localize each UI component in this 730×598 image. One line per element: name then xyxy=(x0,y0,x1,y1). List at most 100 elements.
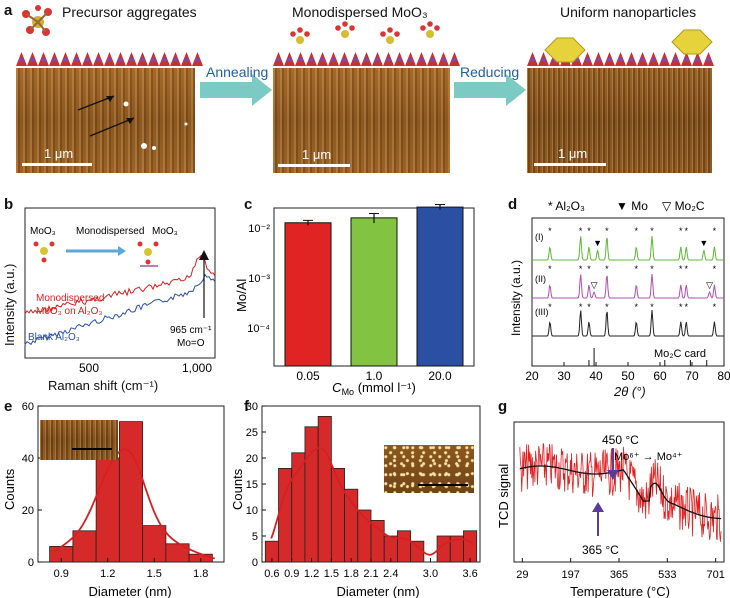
inset-arrow-icon xyxy=(66,246,126,256)
title-uniform: Uniform nanoparticles xyxy=(560,4,697,20)
c-bar-0.05 xyxy=(284,222,332,367)
d-series-label-3: (III) xyxy=(535,307,549,317)
d-peak-marker: * xyxy=(587,226,591,236)
e-ylabel: Counts xyxy=(2,468,17,510)
molecule-oxygen xyxy=(349,25,355,31)
g-annot-365: 365 °C xyxy=(582,543,619,557)
hist-bar-1.6 xyxy=(330,468,345,563)
g-xtick-533: 533 xyxy=(658,569,676,581)
d-ref-label: Mo₂C card xyxy=(654,348,706,360)
raman-annot-bond: Mo=O xyxy=(177,338,205,349)
d-peak-marker: * xyxy=(713,226,717,236)
d-peak-marker: * xyxy=(587,302,591,312)
panel-label-d: d xyxy=(508,196,518,213)
molecule-oxygen xyxy=(304,31,310,37)
lattice-atom xyxy=(585,57,590,63)
lattice-atom xyxy=(19,57,24,63)
d-peak-marker: * xyxy=(605,226,609,236)
lattice-atom xyxy=(673,57,678,63)
g-xtick-29: 29 xyxy=(516,569,528,581)
xtick-1.8: 1.8 xyxy=(344,568,359,580)
molecule-oxygen xyxy=(335,25,341,31)
d-axes xyxy=(531,217,725,367)
molecule-center xyxy=(341,30,349,38)
molecule-oxygen xyxy=(394,31,400,37)
d-peak-marker: * xyxy=(650,226,654,236)
lattice-atom xyxy=(430,57,435,63)
c-xtick-1.0: 1.0 xyxy=(366,369,383,383)
molecule-oxygen xyxy=(342,21,348,27)
lattice-atom xyxy=(309,57,314,63)
raman-xlabel: Raman shift (cm⁻¹) xyxy=(48,378,159,393)
xtick-1.2: 1.2 xyxy=(100,568,115,580)
g-xtick-197: 197 xyxy=(561,569,579,581)
ytick-20: 20 xyxy=(22,505,34,517)
ytick-25: 25 xyxy=(246,427,258,439)
f-histogram: Counts 0.6 0.9 1.2 1.5 1.8 2.1 2.4 3.0 3.6 0 5 10 15… xyxy=(230,401,481,598)
d-peak-marker: * xyxy=(579,226,583,236)
c-bar-1.0 xyxy=(350,217,398,367)
c-xlabel: CMo (mmol l⁻¹) xyxy=(332,380,416,396)
mo-al-bar-chart: Mo/Al 0.05 1.0 20.0 10⁻² 10⁻³ 10⁻⁴ CMo (mm… xyxy=(234,204,475,396)
c-bar-20.0 xyxy=(416,206,464,367)
ytick-30: 30 xyxy=(246,401,258,413)
d-peak-marker: * xyxy=(605,302,609,312)
raman-red-label-2: MoO₃ on Al₂O₃ xyxy=(36,306,103,317)
c-ytick-3: 10⁻⁴ xyxy=(247,323,270,335)
raman-xtick-500: 500 xyxy=(79,361,99,375)
lattice-atom xyxy=(386,57,391,63)
lattice-atom xyxy=(618,57,623,63)
xtick-2.4: 2.4 xyxy=(383,568,398,580)
raman-axes xyxy=(24,207,216,359)
d-peak-marker: * xyxy=(635,302,639,312)
raman-plot: Intensity (a.u.) MoO₃ Monodispersed MoO₃… xyxy=(2,207,216,375)
d-legend-al2o3: * Al₂O₃ xyxy=(548,199,585,213)
ytick-60: 60 xyxy=(22,401,34,413)
ytick-0: 0 xyxy=(28,557,34,569)
raman-annot-wavenumber: 965 cm⁻¹ xyxy=(170,325,212,336)
lattice-atom xyxy=(530,57,535,63)
ytick-10: 10 xyxy=(246,505,258,517)
d-peak-marker: * xyxy=(635,264,639,274)
lattice-atom xyxy=(375,57,380,63)
g-noise-series xyxy=(519,443,722,542)
d-xtick-40: 40 xyxy=(589,369,603,383)
f-ylabel: Counts xyxy=(230,468,245,510)
raman-red-series xyxy=(24,254,216,315)
lattice-atom xyxy=(397,57,402,63)
lattice-atom xyxy=(408,57,413,63)
lattice-atom xyxy=(596,57,601,63)
title-monodispersed: Monodispersed MoO₃ xyxy=(292,4,428,20)
d-curve-2 xyxy=(532,309,724,337)
raman-ylabel: Intensity (a.u.) xyxy=(2,264,17,346)
hist-bar-1.4 xyxy=(317,415,332,563)
hist-bar-1.5 xyxy=(142,525,167,563)
hist-bar-1.05 xyxy=(72,530,97,563)
raman-blue-series xyxy=(24,273,216,346)
d-peak-marker: * xyxy=(587,264,591,274)
lattice-atom xyxy=(162,57,167,63)
lattice-atom xyxy=(173,57,178,63)
lattice-2 xyxy=(273,52,460,66)
d-peak-marker: * xyxy=(713,264,717,274)
d-xtick-70: 70 xyxy=(685,369,699,383)
scalebar-label-1: 1 μm xyxy=(44,146,74,161)
g-up-arrow-icon xyxy=(592,502,604,536)
lattice-atom xyxy=(640,57,645,63)
d-mo-marker: ▼ xyxy=(699,238,708,248)
d-peak-marker: * xyxy=(548,302,552,312)
xtick-1.8: 1.8 xyxy=(193,568,208,580)
lattice-atom xyxy=(342,57,347,63)
g-fit-series xyxy=(519,465,722,520)
raman-blue-label: Blank Al₂O₃ xyxy=(28,332,80,343)
lattice-atom xyxy=(419,57,424,63)
precursor-cluster-icon xyxy=(22,5,52,36)
g-ylabel: TCD signal xyxy=(496,464,511,528)
molecule-center xyxy=(426,30,434,38)
c-xlabel-sub: Mo xyxy=(342,387,355,396)
lattice-1 xyxy=(16,52,203,66)
raman-annot-arrow-icon xyxy=(199,250,209,318)
d-peak-marker: * xyxy=(679,226,683,236)
e-inset-afm xyxy=(40,420,118,460)
c-xlabel-main: C xyxy=(332,380,342,395)
